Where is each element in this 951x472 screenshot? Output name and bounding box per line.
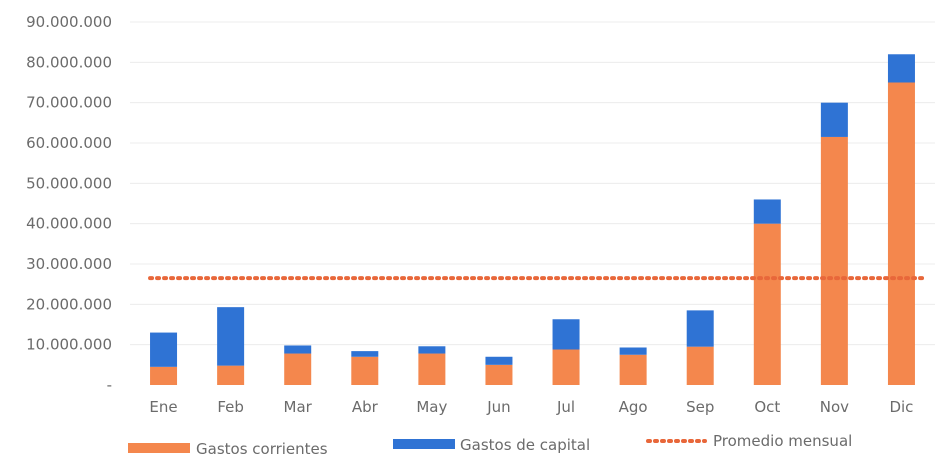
y-tick-label: 90.000.000 [26, 13, 112, 31]
x-tick-label: Dic [889, 398, 913, 416]
legend-label-gastos-de-capital: Gastos de capital [460, 436, 590, 454]
bar-gastos-de-capital [217, 307, 245, 366]
x-tick-label: Jul [556, 398, 575, 416]
x-tick-label: Feb [217, 398, 244, 416]
x-tick-label: Ago [619, 398, 648, 416]
bar-gastos-corrientes [820, 136, 848, 385]
bar-gastos-corrientes [686, 346, 714, 385]
x-tick-label: Oct [754, 398, 780, 416]
bar-gastos-de-capital [887, 54, 915, 83]
y-tick-label: 80.000.000 [26, 53, 112, 71]
bar-gastos-corrientes [619, 354, 647, 385]
x-tick-label: May [416, 398, 447, 416]
bar-gastos-de-capital [150, 332, 178, 367]
bar-gastos-corrientes [418, 353, 446, 385]
bar-gastos-corrientes [150, 366, 178, 385]
bar-gastos-corrientes [887, 82, 915, 385]
y-tick-label: 20.000.000 [26, 295, 112, 313]
x-tick-label: Ene [149, 398, 177, 416]
y-tick-label: 50.000.000 [26, 174, 112, 192]
bar-gastos-de-capital [351, 351, 379, 357]
bar-gastos-de-capital [619, 347, 647, 355]
y-tick-label: 40.000.000 [26, 215, 112, 233]
legend-swatch-gastos-corrientes [128, 443, 190, 453]
x-tick-label: Mar [284, 398, 313, 416]
y-tick-label: 60.000.000 [26, 134, 112, 152]
bar-gastos-de-capital [820, 102, 848, 137]
legend-swatch-gastos-de-capital [393, 439, 455, 449]
bar-gastos-de-capital [686, 310, 714, 347]
legend-label-gastos-corrientes: Gastos corrientes [196, 440, 328, 458]
bar-gastos-corrientes [217, 365, 245, 385]
x-tick-label: Nov [820, 398, 849, 416]
x-tick-label: Sep [686, 398, 714, 416]
x-tick-label: Abr [352, 398, 379, 416]
bar-gastos-corrientes [552, 349, 580, 385]
bar-gastos-de-capital [485, 356, 513, 365]
y-tick-label: 10.000.000 [26, 336, 112, 354]
x-tick-label: Jun [486, 398, 510, 416]
y-tick-label: 70.000.000 [26, 94, 112, 112]
legend-label-promedio-mensual: Promedio mensual [713, 432, 852, 450]
bar-gastos-de-capital [552, 319, 580, 350]
y-tick-label: - [107, 376, 112, 394]
bar-gastos-corrientes [753, 223, 781, 385]
y-tick-label: 30.000.000 [26, 255, 112, 273]
bar-gastos-corrientes [485, 364, 513, 385]
bar-gastos-de-capital [284, 345, 312, 354]
bar-gastos-de-capital [753, 199, 781, 224]
bar-gastos-de-capital [418, 346, 446, 354]
bar-gastos-corrientes [284, 353, 312, 385]
bar-gastos-corrientes [351, 356, 379, 385]
